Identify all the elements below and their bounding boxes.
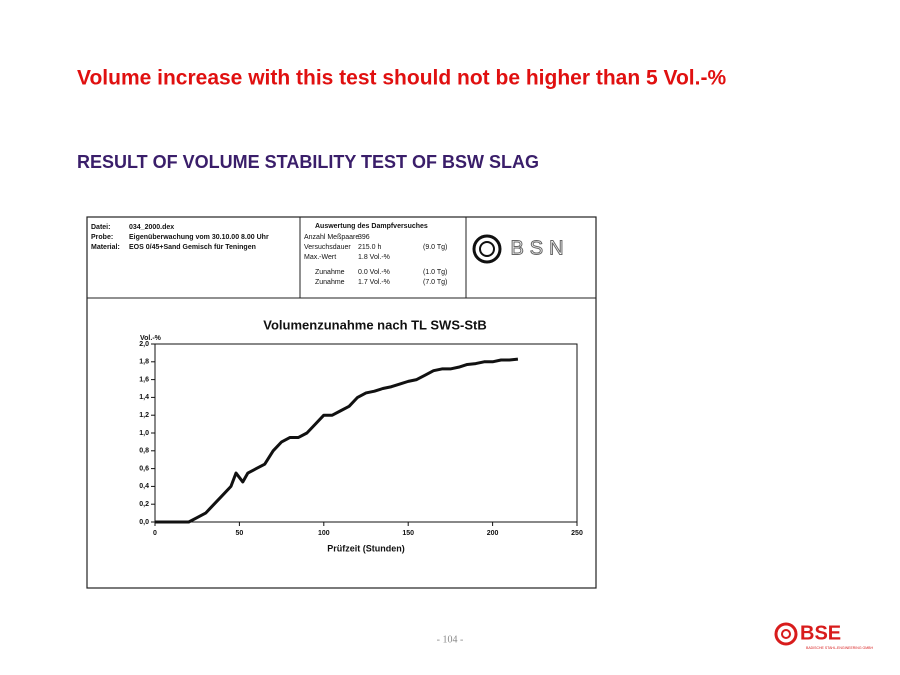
evaluation-cell: Zunahme <box>315 279 345 286</box>
evaluation-cell: Anzahl Meßpaare <box>304 234 359 241</box>
y-tick-label: 0,2 <box>139 501 149 508</box>
evaluation-cell: 1.8 Vol.-% <box>358 254 390 261</box>
evaluation-cell: 215.0 h <box>358 244 381 251</box>
y-tick-label: 1,4 <box>139 394 149 401</box>
x-tick-label: 100 <box>318 530 330 537</box>
x-tick-label: 200 <box>487 530 499 537</box>
x-tick-label: 50 <box>236 530 244 537</box>
y-tick-label: 1,0 <box>139 430 149 437</box>
evaluation-cell: (7.0 Tg) <box>423 279 447 286</box>
chart-title: Volumenzunahme nach TL SWS-StB <box>263 317 486 332</box>
info-label: Datei: <box>91 224 110 231</box>
page-number: - 104 - <box>437 634 464 645</box>
y-tick-label: 1,6 <box>139 376 149 383</box>
plot-frame <box>154 343 578 523</box>
headline: Volume increase with this test should no… <box>77 67 726 90</box>
bse-logo-caption: BADISCHE STAHL-ENGINEERING GMBH <box>806 646 874 650</box>
y-axis-label: Vol.-% <box>140 335 162 342</box>
subtitle: RESULT OF VOLUME STABILITY TEST OF BSW S… <box>77 152 539 172</box>
evaluation-cell: (9.0 Tg) <box>423 244 447 251</box>
y-tick-label: 1,8 <box>139 359 149 366</box>
evaluation-title: Auswertung des Dampfversuches <box>315 223 428 230</box>
bse-logo: BSE BADISCHE STAHL-ENGINEERING GMBH <box>774 622 874 650</box>
lab-logo: BSN <box>472 234 569 264</box>
x-axis-label: Prüfzeit (Stunden) <box>327 543 405 553</box>
y-tick-label: 1,2 <box>139 412 149 419</box>
lab-logo-text: BSN <box>510 237 569 259</box>
info-value: Eigenüberwachung vom 30.10.00 8.00 Uhr <box>129 234 269 241</box>
evaluation-cell: Max.-Wert <box>304 254 336 261</box>
evaluation-cell: 1.7 Vol.-% <box>358 279 390 286</box>
evaluation-cell: 396 <box>358 234 370 241</box>
evaluation-cell: Versuchsdauer <box>304 244 351 251</box>
y-tick-label: 0,6 <box>139 465 149 472</box>
x-tick-label: 0 <box>153 530 157 537</box>
info-label: Probe: <box>91 234 113 241</box>
evaluation-cell: (1.0 Tg) <box>423 269 447 276</box>
info-value: EOS 0/45+Sand Gemisch für Teningen <box>129 244 256 251</box>
evaluation-cell: 0.0 Vol.-% <box>358 269 390 276</box>
report-frame <box>86 216 597 589</box>
bse-logo-text: BSE <box>800 622 841 644</box>
data-line <box>155 357 519 524</box>
x-tick-label: 250 <box>571 530 583 537</box>
y-tick-label: 2,0 <box>139 341 149 348</box>
y-tick-label: 0,8 <box>139 448 149 455</box>
evaluation-cell: Zunahme <box>315 269 345 276</box>
y-tick-label: 0,0 <box>139 519 149 526</box>
info-value: 034_2000.dex <box>129 224 174 231</box>
y-tick-label: 0,4 <box>139 483 149 490</box>
info-label: Material: <box>91 244 120 251</box>
x-tick-label: 150 <box>402 530 414 537</box>
